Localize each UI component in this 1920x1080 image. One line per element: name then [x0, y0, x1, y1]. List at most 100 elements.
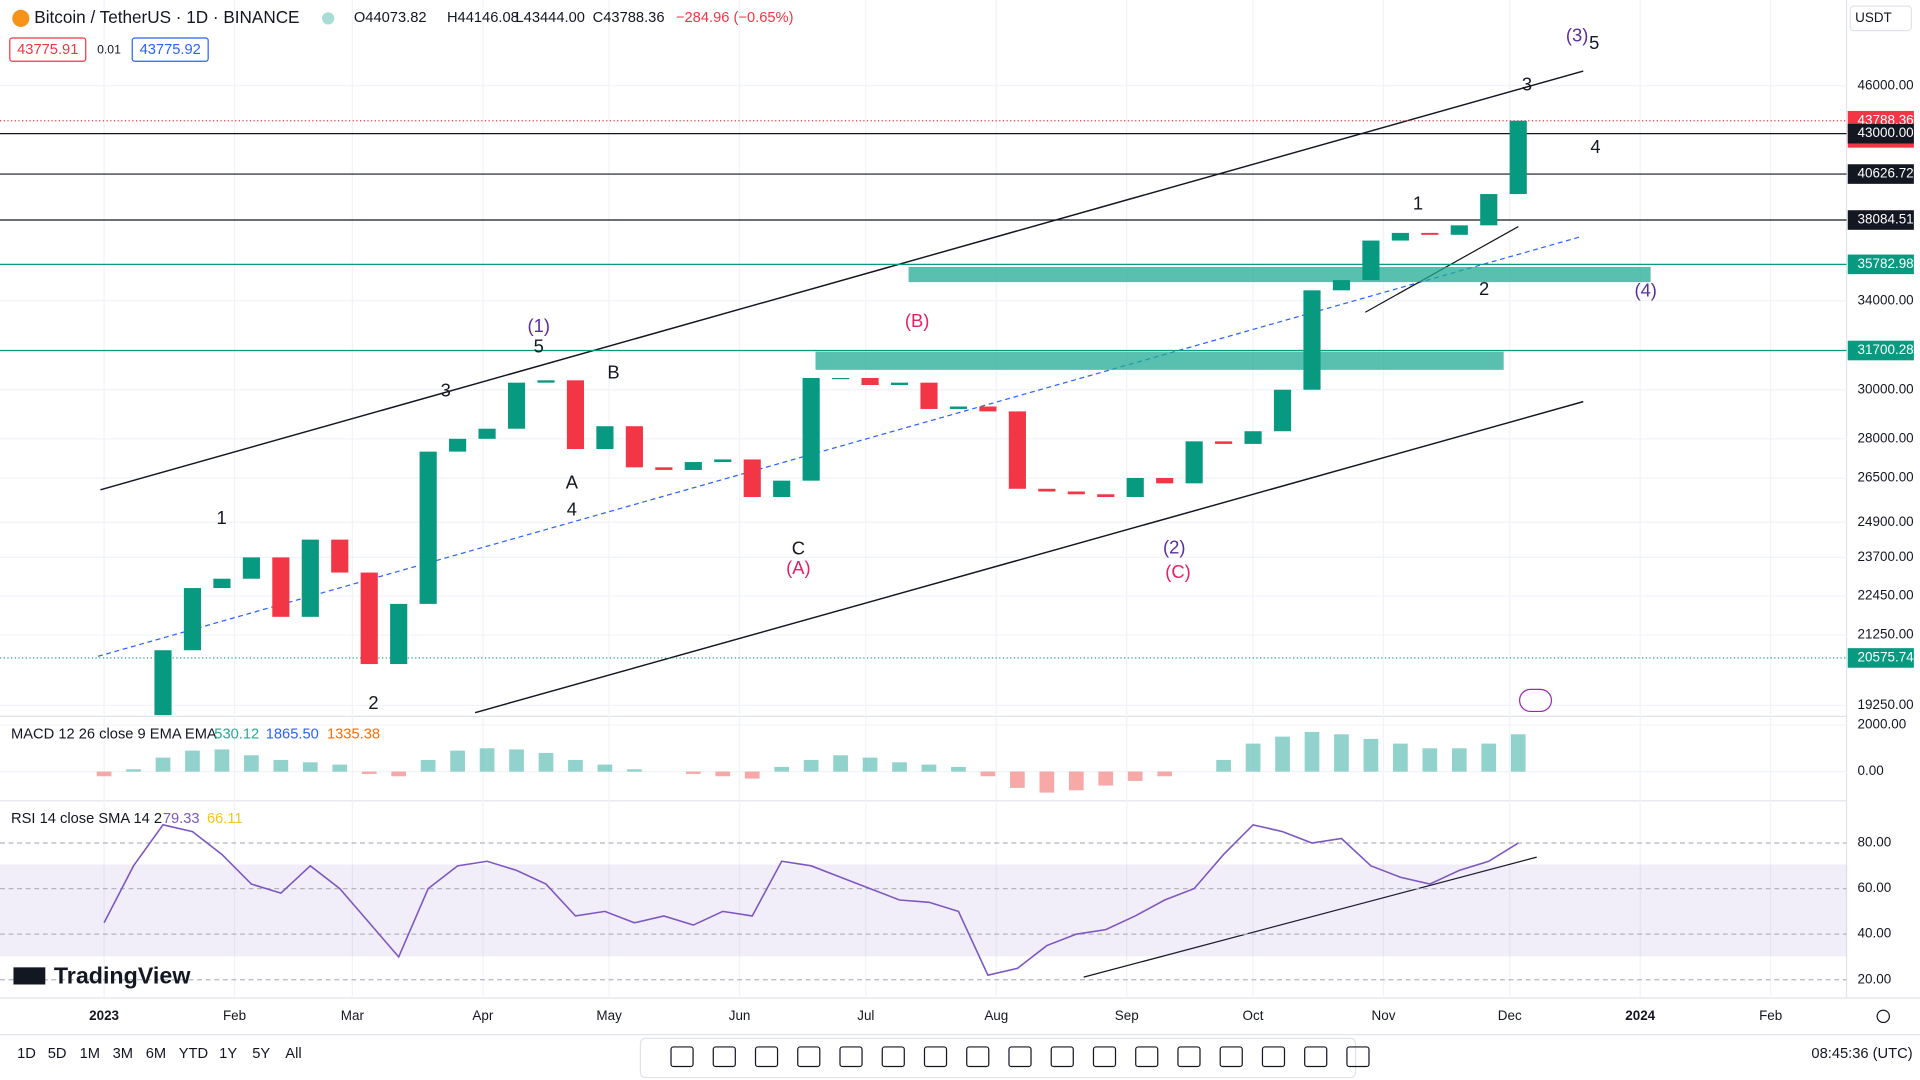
level-label-box	[1847, 210, 1914, 230]
trend-line	[474, 400, 1584, 714]
macd-value: 1865.50	[266, 727, 319, 743]
range-button[interactable]: YTD	[179, 1046, 208, 1062]
settings-icon[interactable]	[1876, 1009, 1890, 1024]
event-icon[interactable]	[1518, 688, 1553, 713]
macd-bar	[1481, 743, 1497, 772]
candle	[979, 406, 997, 412]
bid: 43775.91	[17, 42, 78, 58]
macd-bar	[892, 762, 907, 772]
candle	[242, 557, 260, 579]
level-label: 35782.98	[1858, 256, 1914, 271]
tool-icon[interactable]	[1008, 1046, 1032, 1068]
logo-mark	[13, 967, 46, 985]
macd-bar	[332, 764, 348, 772]
x-tick-label: Mar	[341, 1008, 365, 1023]
y-tick-label: 30000.00	[1858, 381, 1914, 396]
x-tick-label: Jun	[729, 1008, 751, 1023]
range-button[interactable]: 1Y	[219, 1046, 237, 1062]
range-button[interactable]: 1M	[80, 1046, 100, 1062]
tool-icon[interactable]	[966, 1046, 990, 1068]
tool-icon[interactable]	[1177, 1046, 1201, 1068]
ask: 43775.92	[140, 42, 201, 58]
y-tick-label: 2000.00	[1858, 717, 1907, 732]
close: C43788.36	[593, 10, 665, 26]
tool-icon[interactable]	[1219, 1046, 1243, 1068]
candle	[1156, 477, 1174, 484]
symbol: Bitcoin / TetherUS · 1D · BINANCE	[34, 7, 299, 27]
tool-icon[interactable]	[1261, 1046, 1286, 1068]
range-button[interactable]: All	[285, 1046, 301, 1062]
macd-bar	[568, 759, 583, 772]
x-tick-label: May	[596, 1008, 622, 1023]
range-button[interactable]: 5D	[48, 1046, 67, 1062]
level-label: 40626.72	[1858, 166, 1914, 181]
level-label: 20575.74	[1858, 650, 1915, 665]
macd-bar	[1393, 743, 1408, 772]
wave-label: 3	[1522, 74, 1532, 95]
currency-button[interactable]	[1849, 5, 1913, 32]
candle	[1421, 232, 1439, 235]
tool-icon[interactable]	[1135, 1046, 1159, 1068]
candle	[301, 539, 319, 617]
tool-icon[interactable]	[1304, 1046, 1328, 1068]
macd-bar	[597, 764, 613, 772]
macd-bar	[214, 749, 230, 772]
wave-label: 5	[534, 336, 544, 357]
macd-bar	[1157, 771, 1173, 777]
tool-icon[interactable]	[1346, 1046, 1370, 1068]
y-tick-label: 34000.00	[1858, 292, 1914, 307]
candle	[478, 428, 496, 439]
level-label: 43788.36	[1858, 112, 1914, 127]
candle	[1067, 491, 1085, 495]
change: −284.96 (−0.65%)	[676, 10, 794, 26]
macd-bar	[833, 755, 848, 772]
y-tick-label: 46000.00	[1858, 77, 1914, 92]
candle	[802, 377, 820, 481]
level-label: 43000.00	[1858, 125, 1914, 140]
wave-label: 3	[441, 380, 451, 401]
x-tick-label: Aug	[984, 1008, 1008, 1023]
candle	[1509, 120, 1527, 195]
tool-icon[interactable]	[670, 1046, 694, 1068]
wave-label: (B)	[905, 310, 929, 331]
macd-bar	[744, 771, 760, 779]
wave-label: B	[607, 361, 619, 382]
y-tick-label: 19250.00	[1858, 697, 1914, 712]
logo[interactable]: TradingView	[54, 962, 191, 988]
range-button[interactable]: 3M	[113, 1046, 133, 1062]
tool-icon[interactable]	[797, 1046, 821, 1068]
range-button[interactable]: 5Y	[252, 1046, 270, 1062]
macd-bar	[921, 764, 937, 772]
y-tick-label: 80.00	[1858, 835, 1892, 850]
tool-icon[interactable]	[839, 1046, 863, 1068]
ask-box[interactable]	[131, 37, 209, 62]
range-button[interactable]: 6M	[146, 1046, 166, 1062]
level-label-box	[1847, 123, 1914, 144]
tool-icon[interactable]	[712, 1046, 736, 1068]
macd-bar	[862, 757, 878, 772]
macd-bar	[96, 771, 112, 777]
range-button[interactable]: 1D	[17, 1046, 36, 1062]
x-tick-label: Dec	[1498, 1008, 1522, 1023]
rsi-value: 79.33	[163, 811, 200, 827]
tool-icon[interactable]	[754, 1046, 779, 1068]
macd-bar	[1068, 771, 1084, 791]
wave-label: 2	[368, 692, 378, 713]
level-label: 38084.51	[1858, 212, 1914, 227]
open: O44073.82	[354, 10, 427, 26]
spread: 0.01	[97, 42, 121, 56]
macd-bar	[1127, 771, 1143, 781]
wave-label: 1	[1413, 192, 1423, 213]
tool-icon[interactable]	[1050, 1046, 1074, 1068]
currency: USDT	[1855, 10, 1892, 25]
level-label-box	[1847, 254, 1914, 275]
tool-icon[interactable]	[881, 1046, 905, 1068]
bid-box[interactable]	[9, 37, 87, 62]
x-tick-label: Feb	[223, 1008, 246, 1023]
tool-icon[interactable]	[1092, 1046, 1117, 1068]
tool-icon[interactable]	[923, 1046, 948, 1068]
signal-value: 1335.38	[327, 727, 380, 743]
macd-bar	[803, 759, 819, 772]
